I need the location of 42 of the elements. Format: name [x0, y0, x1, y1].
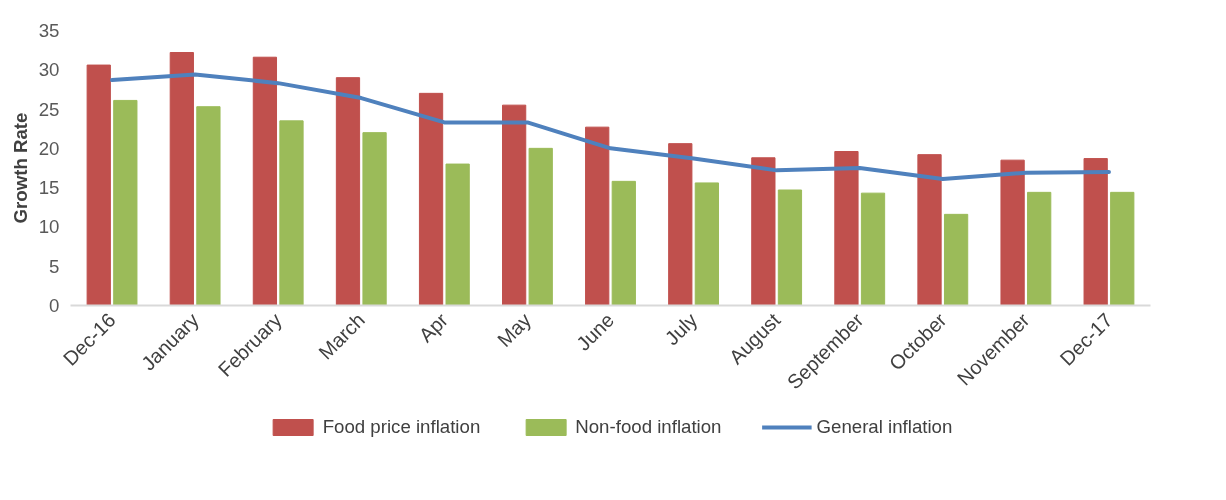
- bar: [279, 120, 304, 306]
- bar: [694, 182, 719, 306]
- y-tick-label: 5: [49, 255, 60, 277]
- x-tick-label: Apr: [414, 308, 453, 347]
- bar: [335, 77, 361, 306]
- bar: [252, 56, 278, 306]
- bar: [1110, 191, 1135, 306]
- bar: [943, 213, 969, 306]
- bar: [1000, 159, 1025, 306]
- bar: [1027, 191, 1052, 306]
- y-tick-label: 30: [38, 59, 60, 81]
- bar: [751, 157, 776, 306]
- bar: [169, 52, 194, 306]
- y-tick-label: 10: [38, 216, 60, 238]
- y-tick-label: 0: [49, 295, 60, 316]
- bar: [668, 143, 693, 306]
- y-tick-label: 25: [38, 98, 60, 120]
- legend-label: Non-food inflation: [575, 415, 722, 438]
- legend-label: Food price inflation: [322, 415, 481, 438]
- bar: [585, 126, 610, 306]
- bar: [860, 192, 886, 306]
- bar: [196, 106, 221, 306]
- bar: [418, 92, 444, 306]
- x-tick-label: May: [492, 308, 536, 351]
- bar: [611, 180, 636, 306]
- bar: [113, 99, 138, 306]
- legend-label: General inflation: [816, 415, 953, 438]
- bar: [834, 151, 859, 306]
- bar: [528, 147, 553, 306]
- line-series: [110, 72, 1111, 181]
- bar: [502, 104, 527, 306]
- y-tick-label: 15: [38, 177, 60, 199]
- bar: [917, 154, 942, 306]
- bar: [777, 189, 803, 306]
- y-tick-label: 35: [38, 20, 60, 41]
- bar: [445, 163, 470, 306]
- bar: [86, 64, 111, 306]
- y-tick-label: 20: [38, 137, 60, 159]
- y-axis-title: Growth Rate: [9, 112, 31, 224]
- bar: [1083, 158, 1108, 306]
- bar: [362, 132, 387, 306]
- x-tick-label: July: [660, 308, 702, 350]
